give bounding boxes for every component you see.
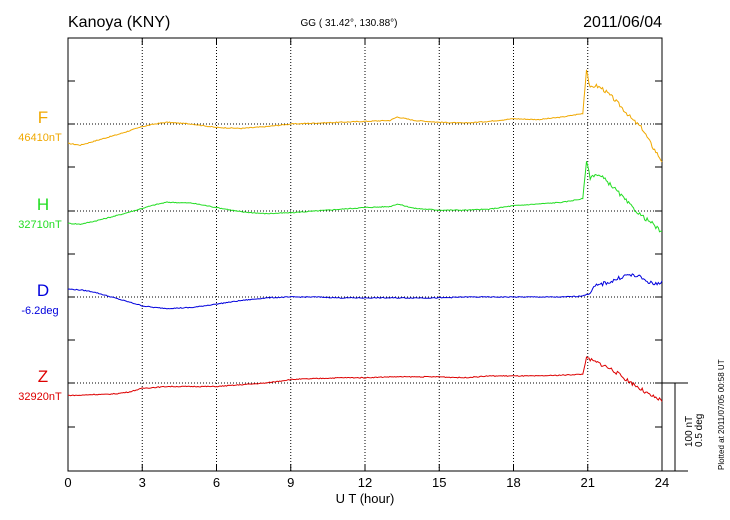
x-tick-label-6: 6 [213,475,220,490]
series-line-F [67,69,663,163]
component-label-Z: Z [38,367,48,386]
x-tick-label-21: 21 [581,475,595,490]
label-layer: F 46410nT H 32710nT D -6.2deg Z 32920nT [18,108,62,403]
scale-bar-nt-label: 100 nT [684,416,695,447]
station-title: Kanoya (KNY) [68,14,170,31]
x-tick-label-24: 24 [655,475,669,490]
x-tick-label-12: 12 [358,475,372,490]
scale-bar-deg-label: 0.5 deg [694,414,705,447]
baseline-label-F: 46410nT [18,132,62,144]
series-line-H [67,161,663,233]
x-axis-label: U T (hour) [336,491,395,506]
y-tick-layer [68,37,662,472]
baseline-label-H: 32710nT [18,219,62,231]
coordinates-label: GG ( 31.42°, 130.88°) [301,18,398,29]
x-tick-label-0: 0 [64,475,71,490]
x-tick-label-3: 3 [139,475,146,490]
grid-layer [68,38,662,471]
plotted-note: Plotted at 2011/07/05 00:58 UT [717,359,726,470]
series-line-Z [68,356,663,402]
x-tick-label-18: 18 [506,475,520,490]
baseline-label-D: -6.2deg [21,305,58,317]
x-tick-layer: 0 3 6 9 12 15 18 21 24 [64,38,669,490]
component-label-F: F [38,108,48,127]
component-label-D: D [37,281,49,300]
scale-bar: 100 nT 0.5 deg [662,382,705,472]
x-tick-label-15: 15 [432,475,446,490]
baseline-label-Z: 32920nT [18,391,62,403]
series-line-D [67,273,663,310]
x-tick-label-9: 9 [287,475,294,490]
component-label-H: H [37,195,49,214]
date-label: 2011/06/04 [583,14,662,31]
series-layer [67,69,663,402]
